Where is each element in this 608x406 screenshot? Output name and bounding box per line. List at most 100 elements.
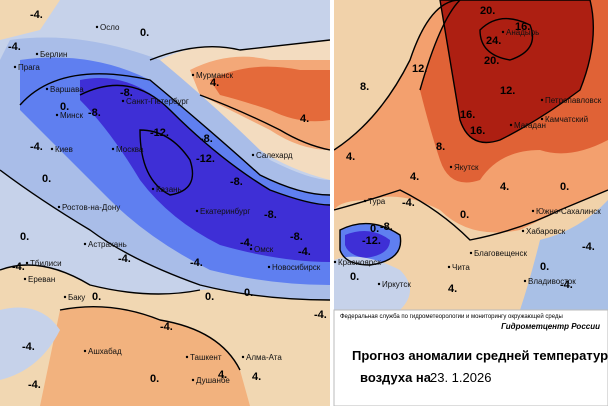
contour-label: 20.	[484, 55, 499, 67]
contour-label: -8.	[264, 209, 277, 221]
agency: Федеральная служба по гидрометеорологии …	[340, 313, 563, 320]
title: Прогноз аномалии средней температуры	[352, 348, 608, 363]
contour-label: 4.	[218, 369, 227, 381]
contour-label: 16.	[470, 125, 485, 137]
contour-label: 8.	[436, 141, 445, 153]
contour-label: 12.	[412, 63, 427, 75]
city-label: Анадырь	[506, 28, 539, 37]
contour-label: 0.	[350, 271, 359, 283]
city-label: Мурманск	[196, 71, 233, 80]
contour-label: 4.	[410, 171, 419, 183]
city-label: Баку	[68, 293, 85, 302]
contour-label: -4.	[30, 9, 43, 21]
contour-label: -4.	[30, 141, 43, 153]
city-dot	[121, 99, 125, 103]
city-label: Камчатский	[545, 115, 588, 124]
contour-label: -8.	[120, 87, 133, 99]
city-label: Минск	[60, 111, 84, 120]
contour-label: -4.	[160, 321, 173, 333]
contour-label: -12.	[362, 235, 381, 247]
contour-label: -12.	[150, 127, 169, 139]
contour-label: 16.	[460, 109, 475, 121]
date: 23. 1.2026	[430, 370, 491, 385]
contour-label: -4.	[118, 253, 131, 265]
city-label: Киев	[55, 145, 73, 154]
city-dot	[531, 209, 535, 213]
contour-label: -4.	[560, 279, 573, 291]
city-dot	[63, 295, 67, 299]
city-label: Прага	[18, 63, 40, 72]
city-label: Петропавловск	[545, 96, 602, 105]
city-dot	[191, 378, 195, 382]
contour-label: 0.	[560, 181, 569, 193]
contour-label: 4.	[300, 113, 309, 125]
contour-label: 16.	[515, 21, 530, 33]
contour-label: 0.	[460, 209, 469, 221]
city-dot	[13, 65, 17, 69]
contour-label: 20.	[480, 5, 495, 17]
city-dot	[191, 73, 195, 77]
contour-label: 0.	[20, 231, 29, 243]
city-dot	[45, 87, 49, 91]
city-dot	[540, 117, 544, 121]
title-2: воздуха на	[360, 370, 432, 385]
city-label: Иркутск	[382, 280, 411, 289]
city-label: Ашхабад	[88, 347, 122, 356]
city-label: Якутск	[454, 163, 479, 172]
city-dot	[151, 187, 155, 191]
contour-label: -4.	[298, 246, 311, 258]
city-dot	[25, 261, 29, 265]
city-dot	[50, 147, 54, 151]
city-dot	[83, 242, 87, 246]
contour-label: 12.	[500, 85, 515, 97]
contour-label: -4.	[582, 241, 595, 253]
city-dot	[521, 229, 525, 233]
caption-box	[333, 309, 608, 406]
contour-label: -8.	[200, 133, 213, 145]
contour-label: 0.	[244, 287, 253, 299]
city-label: Казань	[156, 185, 182, 194]
contour-label: 0.	[140, 27, 149, 39]
city-dot	[540, 98, 544, 102]
city-dot	[241, 355, 245, 359]
city-dot	[333, 260, 337, 264]
right-map	[334, 0, 608, 310]
contour-label: 0.	[42, 173, 51, 185]
contour-label: 0.	[150, 373, 159, 385]
contour-label: 0.	[92, 291, 101, 303]
city-dot	[55, 113, 59, 117]
city-label: Омск	[254, 245, 274, 254]
city-dot	[363, 199, 367, 203]
city-dot	[35, 52, 39, 56]
contour-label: 4.	[210, 77, 219, 89]
city-label: Новосибирск	[272, 263, 321, 272]
city-label: Красноярск	[338, 258, 381, 267]
contour-label: -4.	[12, 261, 25, 273]
city-dot	[185, 355, 189, 359]
city-dot	[23, 277, 27, 281]
contour-label: 0.	[205, 291, 214, 303]
city-label: Астрахань	[88, 240, 127, 249]
contour-label: -8.	[290, 231, 303, 243]
contour-label: -12.	[196, 153, 215, 165]
city-dot	[195, 209, 199, 213]
city-label: Тбилиси	[30, 259, 62, 268]
city-label: Алма-Ата	[246, 353, 282, 362]
city-dot	[449, 165, 453, 169]
city-dot	[469, 251, 473, 255]
city-label: Чита	[452, 263, 470, 272]
contour-label: -4.	[314, 309, 327, 321]
contour-label: -4.	[8, 41, 21, 53]
city-dot	[95, 25, 99, 29]
city-label: Берлин	[40, 50, 67, 59]
contour-label: 4.	[500, 181, 509, 193]
contour-label: 24.	[486, 35, 501, 47]
city-dot	[111, 147, 115, 151]
city-dot	[249, 247, 253, 251]
contour-label: 4.	[346, 151, 355, 163]
city-label: Магадан	[514, 121, 546, 130]
city-dot	[447, 265, 451, 269]
city-label: Благовещенск	[474, 249, 527, 258]
city-label: Осло	[100, 23, 120, 32]
city-dot	[523, 279, 527, 283]
